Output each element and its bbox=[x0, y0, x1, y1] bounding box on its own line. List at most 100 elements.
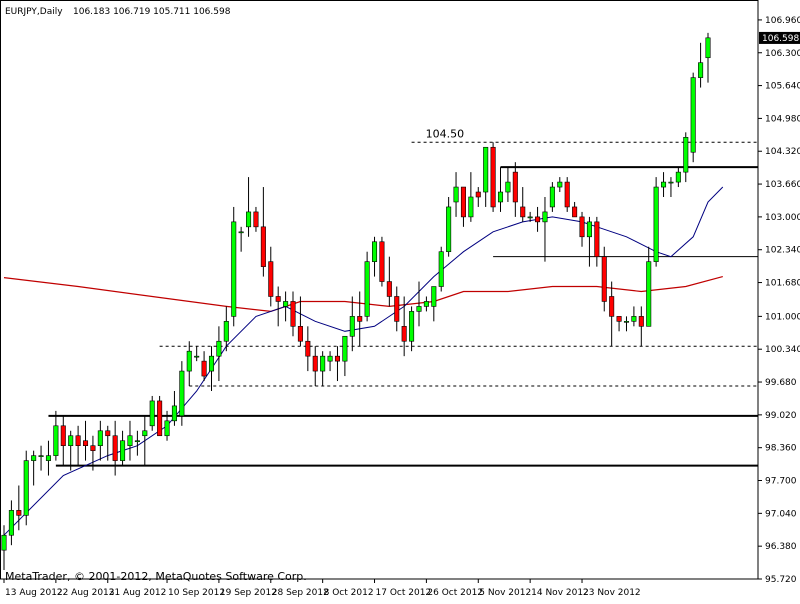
candle-body bbox=[60, 425, 66, 446]
candle-body bbox=[208, 355, 215, 372]
candle-body bbox=[127, 435, 133, 446]
y-tick-label: 106.960 bbox=[765, 16, 800, 26]
candle-body bbox=[623, 321, 630, 323]
candles-layer bbox=[1, 32, 711, 571]
candle bbox=[527, 211, 533, 222]
candle-body bbox=[246, 211, 252, 228]
candle bbox=[342, 335, 348, 377]
candle-body bbox=[231, 221, 237, 317]
candle bbox=[409, 306, 415, 352]
candle bbox=[668, 177, 674, 197]
candle bbox=[505, 167, 511, 202]
candle bbox=[157, 395, 163, 437]
candle bbox=[357, 291, 363, 347]
candle bbox=[53, 410, 59, 461]
candle-body bbox=[542, 211, 548, 223]
candle bbox=[297, 296, 303, 347]
candle bbox=[238, 226, 244, 252]
candle bbox=[253, 206, 259, 232]
x-tick-label: 26 Oct 2012 bbox=[427, 588, 483, 598]
y-tick-label: 104.320 bbox=[765, 147, 800, 157]
candle-body bbox=[646, 261, 652, 327]
candle bbox=[38, 445, 44, 471]
candle bbox=[542, 196, 548, 262]
candle bbox=[327, 351, 333, 372]
y-tick-label: 103.660 bbox=[765, 180, 800, 190]
candle bbox=[394, 286, 400, 332]
x-tick-label: 28 Sep 2012 bbox=[272, 588, 329, 598]
candle bbox=[364, 251, 370, 322]
candle-body bbox=[186, 350, 192, 372]
candle-body bbox=[557, 181, 563, 188]
candle-body bbox=[16, 510, 22, 516]
candle-body bbox=[512, 171, 518, 203]
candle-body bbox=[379, 241, 385, 282]
y-tick-label: 97.040 bbox=[765, 509, 797, 519]
candle-body bbox=[431, 286, 437, 307]
candle-body bbox=[283, 301, 289, 307]
candle-body bbox=[216, 340, 222, 357]
y-tick-label: 99.020 bbox=[765, 411, 797, 421]
x-tick-label: 19 Sep 2012 bbox=[220, 588, 277, 598]
candle-body bbox=[157, 400, 163, 437]
candle-body bbox=[364, 261, 370, 317]
candle-body bbox=[661, 181, 667, 188]
candle-body bbox=[45, 455, 51, 461]
candle-body bbox=[653, 186, 659, 262]
y-tick-label: 103.000 bbox=[765, 213, 800, 223]
candle-body bbox=[438, 251, 444, 287]
candle bbox=[320, 351, 326, 387]
candle-body bbox=[297, 326, 303, 342]
candle-body bbox=[357, 316, 363, 322]
candle-body bbox=[260, 226, 266, 267]
candle bbox=[690, 72, 696, 163]
candle bbox=[201, 351, 207, 382]
candle-body bbox=[520, 206, 526, 218]
candle-body bbox=[460, 186, 466, 218]
candle-body bbox=[690, 77, 696, 153]
candle bbox=[142, 415, 148, 466]
candle-body bbox=[601, 256, 607, 302]
candle bbox=[312, 346, 318, 387]
candle bbox=[549, 182, 555, 212]
candle bbox=[268, 246, 274, 307]
candle bbox=[653, 177, 659, 267]
candle-body bbox=[579, 216, 585, 238]
candle-body bbox=[223, 321, 229, 342]
y-tick-label: 105.640 bbox=[765, 82, 800, 92]
candle bbox=[75, 425, 81, 466]
candle bbox=[475, 187, 481, 207]
y-tick-label: 102.340 bbox=[765, 246, 800, 256]
candle-body bbox=[483, 146, 489, 193]
candle bbox=[497, 167, 504, 212]
candle bbox=[97, 420, 103, 461]
candle bbox=[379, 236, 385, 287]
candle-body bbox=[149, 400, 155, 427]
candle-body bbox=[82, 440, 89, 446]
candle bbox=[171, 390, 177, 426]
candle-body bbox=[1, 534, 7, 551]
copyright-text: MetaTrader, © 2001-2012, MetaQuotes Soft… bbox=[5, 570, 307, 583]
candle-body bbox=[675, 171, 681, 183]
level-label: 104.50 bbox=[426, 127, 465, 140]
candle bbox=[423, 296, 429, 312]
candle bbox=[334, 346, 340, 382]
candle-body bbox=[38, 455, 44, 457]
x-tick-label: 14 Nov 2012 bbox=[531, 588, 589, 598]
candle-body bbox=[142, 430, 148, 437]
chart-header-symbol: EURJPY,Daily bbox=[5, 7, 63, 17]
x-tick-label: 13 Aug 2012 bbox=[5, 588, 63, 598]
candle bbox=[535, 206, 541, 232]
candle bbox=[601, 246, 607, 312]
candle bbox=[127, 420, 133, 461]
candle-body bbox=[290, 301, 296, 327]
candle-body bbox=[535, 216, 541, 223]
x-tick-label: 8 Oct 2012 bbox=[324, 588, 374, 598]
candle-body bbox=[305, 340, 311, 357]
candle bbox=[616, 316, 622, 332]
candle-body bbox=[312, 355, 318, 372]
candle-body bbox=[268, 261, 274, 297]
candle bbox=[231, 206, 237, 327]
